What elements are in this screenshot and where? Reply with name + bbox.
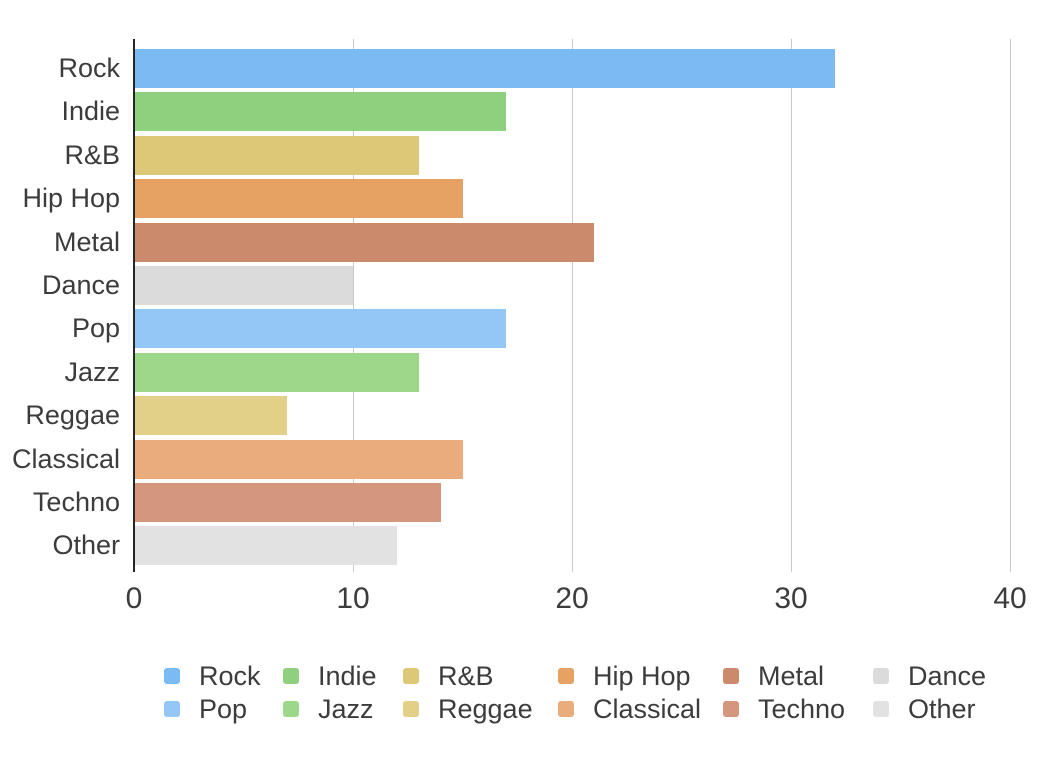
x-tick-label-30: 30 — [774, 582, 808, 615]
legend-label-jazz: Jazz — [318, 693, 374, 724]
bar-hip-hop — [135, 179, 463, 219]
bar-metal — [135, 222, 594, 262]
legend-swatch-reggae — [403, 701, 419, 717]
bar-jazz — [135, 352, 419, 392]
legend-swatch-techno — [723, 701, 739, 717]
bar-pop — [135, 309, 507, 349]
legend-label-techno: Techno — [758, 693, 846, 724]
legend-label-r-b: R&B — [438, 660, 494, 691]
y-axis-line — [133, 39, 135, 572]
legend-item-other: Other — [873, 694, 976, 724]
category-label-pop: Pop — [71, 313, 120, 344]
x-tick-label-40: 40 — [993, 582, 1027, 615]
legend-item-r-b: R&B — [403, 661, 494, 691]
legend-swatch-jazz — [283, 701, 299, 717]
gridline-10 — [353, 39, 354, 572]
legend-label-reggae: Reggae — [438, 693, 533, 724]
category-label-reggae: Reggae — [25, 400, 120, 431]
category-label-indie: Indie — [61, 96, 120, 127]
category-label-classical: Classical — [11, 443, 120, 474]
bar-indie — [135, 92, 507, 132]
legend-label-hip-hop: Hip Hop — [593, 660, 691, 691]
legend-label-dance: Dance — [908, 660, 987, 691]
category-label-hip-hop: Hip Hop — [22, 183, 120, 214]
bar-classical — [135, 439, 463, 479]
legend-label-other: Other — [908, 693, 976, 724]
legend-item-indie: Indie — [283, 661, 377, 691]
legend-item-hip-hop: Hip Hop — [558, 661, 691, 691]
legend-swatch-dance — [873, 668, 889, 684]
bar-r-b — [135, 135, 419, 175]
legend-swatch-classical — [558, 701, 574, 717]
legend-item-pop: Pop — [164, 694, 247, 724]
bar-dance — [135, 266, 353, 305]
legend-item-classical: Classical — [558, 694, 701, 724]
legend-label-rock: Rock — [199, 660, 261, 691]
legend-item-rock: Rock — [164, 661, 261, 691]
bar-techno — [135, 483, 441, 522]
legend-item-techno: Techno — [723, 694, 845, 724]
legend-item-reggae: Reggae — [403, 694, 533, 724]
gridline-30 — [791, 39, 792, 572]
legend-swatch-r-b — [403, 668, 419, 684]
category-label-jazz: Jazz — [64, 356, 120, 387]
gridline-40 — [1010, 39, 1011, 572]
legend-label-indie: Indie — [318, 660, 377, 691]
gridline-20 — [572, 39, 573, 572]
legend-swatch-metal — [723, 668, 739, 684]
category-label-metal: Metal — [53, 226, 120, 257]
legend-swatch-pop — [164, 701, 180, 717]
legend-item-metal: Metal — [723, 661, 824, 691]
legend-item-jazz: Jazz — [283, 694, 374, 724]
category-label-rock: Rock — [58, 53, 120, 83]
x-tick-label-10: 10 — [336, 582, 370, 615]
category-label-r-b: R&B — [64, 139, 120, 170]
legend-label-metal: Metal — [758, 660, 825, 691]
bar-other — [135, 526, 397, 566]
category-label-other: Other — [52, 530, 120, 561]
legend-swatch-rock — [164, 668, 180, 684]
legend-swatch-other — [873, 701, 889, 717]
bar-reggae — [135, 396, 288, 436]
x-tick-label-20: 20 — [555, 582, 589, 615]
legend-label-pop: Pop — [199, 693, 248, 724]
legend-swatch-hip-hop — [558, 668, 574, 684]
x-tick-label-0: 0 — [125, 582, 143, 615]
bar-rock — [135, 49, 835, 88]
category-label-dance: Dance — [41, 270, 120, 300]
legend-item-dance: Dance — [873, 661, 986, 691]
category-label-techno: Techno — [32, 487, 120, 517]
legend-label-classical: Classical — [593, 693, 702, 724]
legend-swatch-indie — [283, 668, 299, 684]
